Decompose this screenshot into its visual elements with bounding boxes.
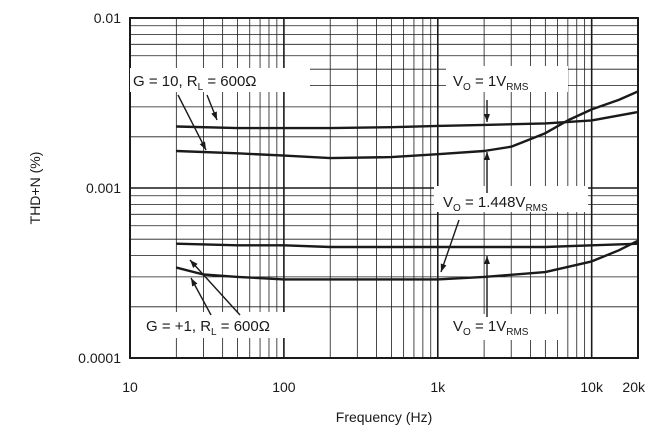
annotation-vo1bot: VO​ = 1VRMS​ [453, 318, 529, 338]
series-line-2 [176, 90, 639, 160]
y-tick-label: 0.0001 [78, 350, 121, 366]
x-axis-label: Frequency (Hz) [336, 409, 432, 425]
x-tick-label: 20k [622, 379, 646, 395]
arrowhead [191, 278, 198, 287]
annotation-g10: G = 10, RL​ = 600Ω [133, 73, 257, 93]
x-tick-label: 100 [272, 379, 296, 395]
series-line-4 [176, 239, 639, 281]
y-axis-label: THD+N (%) [27, 152, 43, 225]
annotation-backdrop [446, 66, 568, 92]
x-tick-label: 1k [430, 379, 446, 395]
annotation-arrow-shaft [189, 259, 241, 316]
annotation-backdrop [444, 314, 562, 340]
annotation-vo1top: VO​ = 1VRMS​ [453, 73, 529, 93]
arrowhead [211, 111, 217, 120]
arrowhead [484, 152, 490, 160]
x-tick-label: 10k [580, 379, 604, 395]
x-tick-labels: 10 100 1k 10k 20k [122, 379, 646, 395]
annotation-arrow-shaft [177, 94, 207, 151]
y-tick-label: 0.001 [86, 180, 121, 196]
y-tick-labels: 0.01 0.001 0.0001 [78, 10, 121, 366]
plot-frame [129, 17, 639, 359]
series-line-1 [176, 110, 639, 130]
annotations: G = 10, RL​ = 600Ω VO​ = 1VRMS​ VO​ = 1.44… [130, 66, 588, 340]
series-line-3 [176, 242, 639, 249]
annotation-backdrop [140, 312, 305, 338]
arrowhead [199, 141, 206, 150]
annotation-vo1448: VO​ = 1.448VRMS​ [443, 194, 548, 214]
arrowhead [484, 114, 490, 122]
y-tick-label: 0.01 [94, 10, 121, 26]
annotation-g1: G = +1, RL​ = 600Ω [146, 318, 270, 338]
arrowhead [440, 263, 447, 272]
annotation-backdrop [130, 68, 310, 92]
x-tick-label: 10 [122, 379, 138, 395]
annotation-backdrop [434, 186, 588, 212]
arrowhead [190, 260, 198, 268]
series-lines [176, 90, 639, 281]
annotation-arrow-shaft [440, 219, 460, 273]
arrowhead [484, 256, 490, 264]
